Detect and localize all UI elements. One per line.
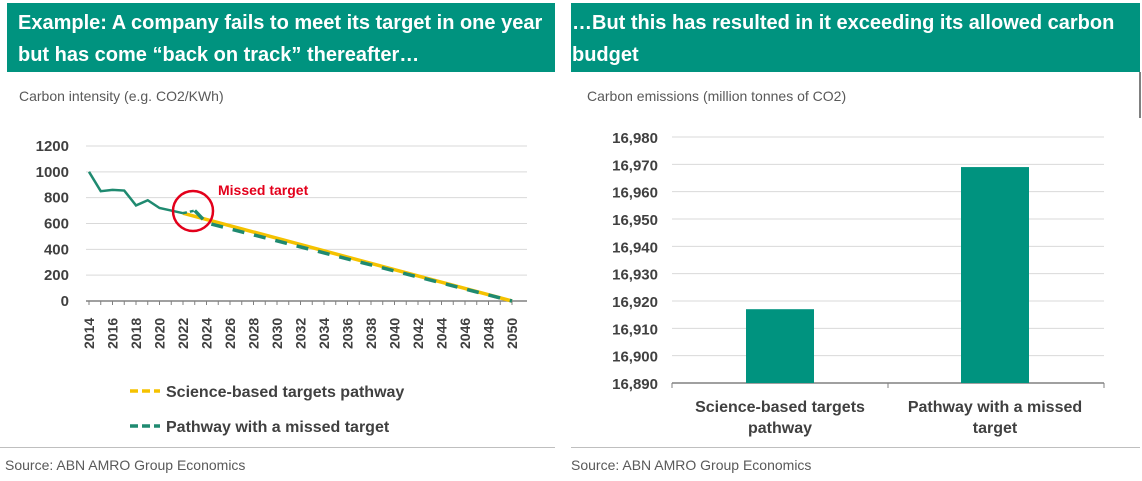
line-chart-x-tick-label: 2020 xyxy=(152,318,168,349)
line-chart-y-tick-label: 600 xyxy=(44,216,69,233)
line-chart-x-tick-label: 2036 xyxy=(340,318,356,349)
bar-chart-category-label: pathway xyxy=(748,420,812,437)
missed-target-pathway-dashed-projection xyxy=(193,209,513,303)
left-panel-title: Example: A company fails to meet its tar… xyxy=(7,3,555,72)
bar-missed-target xyxy=(961,167,1029,383)
line-chart-y-tick-label: 200 xyxy=(44,267,69,284)
bar-chart-y-tick-label: 16,910 xyxy=(612,321,658,338)
line-chart-x-tick-label: 2048 xyxy=(481,318,497,349)
line-chart-x-tick-label: 2042 xyxy=(410,318,426,349)
bar-chart-category-label: target xyxy=(973,420,1018,437)
missed-target-pathway-dashed-segment xyxy=(182,209,196,215)
line-chart-y-tick-label: 1200 xyxy=(36,138,69,155)
bar-chart-y-tick-label: 16,970 xyxy=(612,157,658,174)
line-chart-y-tick-label: 800 xyxy=(44,190,69,207)
right-divider xyxy=(571,447,1140,448)
bar-chart-category-label: Science-based targets xyxy=(695,399,865,416)
missed-target-pathway-line xyxy=(87,171,184,215)
left-divider xyxy=(0,447,555,448)
bar-chart-y-tick-label: 16,950 xyxy=(612,212,658,229)
line-chart-x-tick-label: 2046 xyxy=(457,318,473,349)
missed-target-circle xyxy=(171,189,215,233)
line-chart-x-tick-label: 2018 xyxy=(128,318,144,349)
line-chart-x-tick-label: 2024 xyxy=(199,318,215,349)
missed-target-annotation: Missed target xyxy=(218,182,309,198)
line-chart-x-tick-label: 2030 xyxy=(269,318,285,349)
line-chart-y-tick-label: 0 xyxy=(61,293,69,310)
right-source-note: Source: ABN AMRO Group Economics xyxy=(571,457,812,473)
line-chart-y-tick-label: 1000 xyxy=(36,164,69,181)
line-chart-x-tick-label: 2032 xyxy=(293,318,309,349)
line-chart-x-tick-label: 2034 xyxy=(316,318,332,349)
science-based-pathway-line xyxy=(182,211,513,303)
line-chart-x-tick-label: 2044 xyxy=(434,318,450,349)
line-chart-x-tick-label: 2014 xyxy=(81,318,97,349)
bar-chart-y-tick-label: 16,900 xyxy=(612,349,658,366)
legend-label-science-based: Science-based targets pathway xyxy=(166,384,404,401)
bar-chart-y-tick-label: 16,930 xyxy=(612,267,658,284)
line-chart-x-tick-label: 2050 xyxy=(504,318,520,349)
bar-chart-y-tick-label: 16,890 xyxy=(612,376,658,393)
bar-science-based-targets xyxy=(746,309,814,383)
bar-chart-subtitle: Carbon emissions (million tonnes of CO2) xyxy=(587,88,847,104)
bar-chart-y-tick-label: 16,940 xyxy=(612,239,658,256)
line-chart-x-tick-label: 2028 xyxy=(246,318,262,349)
line-chart-x-tick-label: 2016 xyxy=(105,318,121,349)
bar-chart-category-label: Pathway with a missed xyxy=(908,399,1082,416)
legend-label-missed-target: Pathway with a missed target xyxy=(166,419,390,436)
line-chart-x-tick-label: 2038 xyxy=(363,318,379,349)
bar-chart-y-tick-label: 16,960 xyxy=(612,185,658,202)
line-chart-x-tick-label: 2040 xyxy=(387,318,403,349)
line-chart-x-tick-label: 2022 xyxy=(175,318,191,349)
left-source-note: Source: ABN AMRO Group Economics xyxy=(5,457,246,473)
right-panel-title: …But this has resulted in it exceeding i… xyxy=(571,3,1140,72)
line-chart-x-tick-label: 2026 xyxy=(222,318,238,349)
bar-chart-y-tick-label: 16,980 xyxy=(612,130,658,147)
bar-chart-y-tick-label: 16,920 xyxy=(612,294,658,311)
line-chart-subtitle: Carbon intensity (e.g. CO2/KWh) xyxy=(19,88,224,104)
line-chart-y-tick-label: 400 xyxy=(44,241,69,258)
